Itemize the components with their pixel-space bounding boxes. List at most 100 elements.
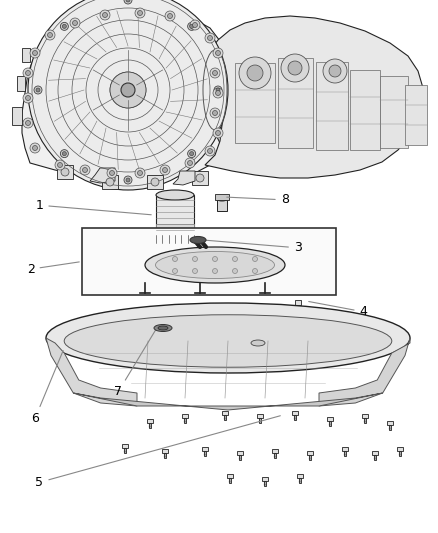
Bar: [102, 175, 118, 189]
Bar: [12, 107, 22, 125]
Bar: [257, 414, 263, 418]
Circle shape: [82, 167, 88, 173]
Circle shape: [36, 88, 40, 92]
Bar: [259, 418, 261, 423]
Bar: [374, 455, 376, 459]
Bar: [380, 76, 408, 148]
Circle shape: [212, 269, 218, 273]
Bar: [182, 414, 188, 418]
Bar: [399, 450, 401, 456]
Circle shape: [208, 36, 212, 41]
Circle shape: [25, 120, 31, 125]
Ellipse shape: [190, 237, 206, 244]
Text: 6: 6: [31, 351, 63, 425]
Bar: [297, 304, 300, 310]
Bar: [156, 224, 194, 230]
Polygon shape: [22, 10, 226, 180]
Circle shape: [215, 91, 220, 95]
Bar: [162, 235, 169, 243]
Circle shape: [32, 146, 38, 150]
Bar: [237, 451, 243, 455]
Bar: [316, 62, 348, 150]
Text: 3: 3: [206, 240, 302, 254]
Bar: [397, 447, 403, 450]
Polygon shape: [90, 168, 115, 183]
Bar: [22, 48, 30, 62]
Bar: [239, 455, 241, 459]
Circle shape: [288, 61, 302, 75]
Bar: [389, 425, 391, 430]
Bar: [344, 450, 346, 456]
Circle shape: [55, 160, 65, 170]
Bar: [124, 448, 126, 453]
Bar: [156, 195, 194, 235]
Circle shape: [196, 174, 204, 182]
Circle shape: [252, 256, 258, 262]
Circle shape: [57, 163, 63, 167]
Text: 1: 1: [35, 199, 151, 215]
Bar: [162, 449, 168, 453]
Circle shape: [30, 143, 40, 153]
Ellipse shape: [217, 197, 227, 201]
Circle shape: [25, 95, 31, 101]
Bar: [327, 417, 333, 421]
Bar: [309, 455, 311, 459]
Text: 7: 7: [114, 328, 156, 398]
Bar: [192, 171, 208, 185]
Circle shape: [25, 70, 31, 76]
Bar: [387, 421, 393, 425]
Bar: [227, 474, 233, 478]
Ellipse shape: [64, 315, 392, 367]
Circle shape: [102, 12, 107, 18]
Circle shape: [138, 171, 142, 175]
Bar: [122, 444, 128, 448]
Bar: [215, 194, 229, 200]
Circle shape: [210, 68, 220, 78]
Circle shape: [190, 25, 194, 28]
Bar: [175, 235, 181, 243]
Circle shape: [107, 168, 117, 178]
Circle shape: [62, 25, 67, 28]
Circle shape: [167, 13, 173, 19]
Circle shape: [187, 22, 196, 30]
Circle shape: [100, 10, 110, 20]
Circle shape: [23, 68, 33, 78]
Bar: [405, 85, 427, 145]
Ellipse shape: [46, 303, 410, 373]
Bar: [147, 419, 153, 423]
Text: 2: 2: [27, 262, 79, 276]
Circle shape: [185, 158, 195, 168]
Ellipse shape: [156, 190, 194, 200]
Bar: [169, 235, 175, 243]
Circle shape: [212, 70, 218, 76]
Circle shape: [192, 256, 198, 262]
Circle shape: [126, 178, 130, 182]
Polygon shape: [173, 171, 195, 185]
Circle shape: [47, 33, 53, 37]
Bar: [294, 415, 296, 419]
Circle shape: [323, 59, 347, 83]
Text: 4: 4: [309, 302, 367, 318]
Circle shape: [124, 0, 132, 4]
Circle shape: [34, 86, 42, 94]
Circle shape: [192, 269, 198, 273]
Circle shape: [173, 269, 177, 273]
Circle shape: [190, 152, 194, 156]
Circle shape: [30, 48, 40, 58]
Ellipse shape: [158, 326, 168, 330]
Circle shape: [135, 168, 145, 178]
Bar: [217, 199, 227, 211]
Text: 5: 5: [35, 416, 280, 489]
Bar: [82, 228, 336, 295]
Bar: [184, 418, 186, 423]
Circle shape: [70, 18, 80, 28]
Bar: [149, 423, 151, 427]
Circle shape: [62, 152, 67, 156]
Circle shape: [162, 167, 167, 173]
Circle shape: [23, 118, 33, 128]
Polygon shape: [319, 338, 410, 406]
Circle shape: [233, 269, 237, 273]
Ellipse shape: [145, 247, 285, 283]
Circle shape: [165, 11, 175, 21]
Circle shape: [233, 256, 237, 262]
